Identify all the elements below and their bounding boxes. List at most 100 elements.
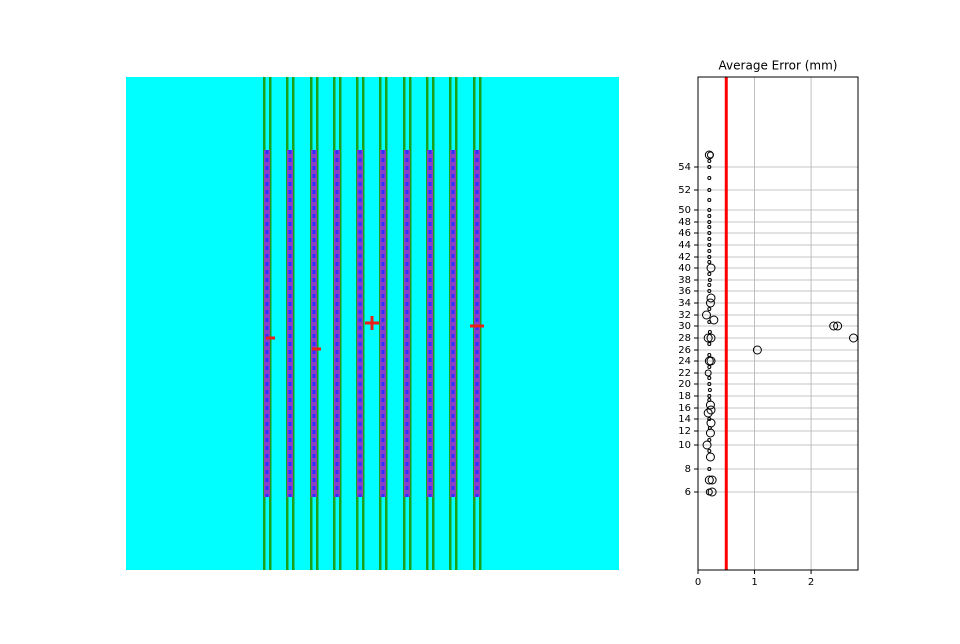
point: [706, 356, 716, 366]
green-line: [432, 77, 435, 570]
point: [707, 307, 712, 311]
y-tick-label: 46: [678, 228, 691, 239]
point: [707, 159, 712, 163]
markers: [266, 316, 484, 351]
green-line: [269, 77, 272, 570]
point: [706, 405, 716, 415]
green-line: [316, 77, 319, 570]
point: [707, 188, 712, 192]
strip: [334, 150, 340, 497]
point: [709, 315, 719, 325]
strip: [264, 150, 270, 497]
y-tick-label: 52: [678, 185, 691, 196]
point: [707, 231, 712, 235]
point: [707, 225, 712, 229]
point: [707, 165, 712, 169]
point: [707, 487, 717, 497]
point: [707, 382, 712, 386]
green-line: [409, 77, 412, 570]
x-tick-label: 0: [695, 577, 701, 588]
y-tick-label: 34: [678, 298, 691, 309]
point: [707, 220, 712, 224]
y-tick-label: 40: [678, 263, 691, 274]
point: [707, 243, 712, 247]
strip: [404, 150, 410, 497]
point: [833, 321, 843, 331]
y-tick-label: 20: [678, 379, 691, 390]
strip: [311, 150, 317, 497]
green-line: [292, 77, 295, 570]
point: [848, 333, 858, 343]
point: [707, 208, 712, 212]
y-tick-label: 42: [678, 252, 691, 263]
green-line: [455, 77, 458, 570]
y-tick-label: 12: [678, 426, 691, 437]
point: [706, 333, 716, 343]
y-tick-label: 16: [678, 403, 691, 414]
point: [707, 330, 712, 334]
y-tick-label: 38: [678, 275, 691, 286]
point: [707, 260, 712, 264]
point: [701, 310, 711, 320]
point: [706, 151, 714, 159]
point: [703, 408, 713, 418]
y-tick-label: 36: [678, 286, 691, 297]
point: [703, 333, 713, 343]
y-tick-label: 28: [678, 333, 691, 344]
point: [707, 417, 712, 421]
point: [706, 263, 716, 273]
point: [707, 198, 712, 202]
point: [707, 272, 712, 276]
green-line: [385, 77, 388, 570]
y-tick-label: 18: [678, 391, 691, 402]
y-tick-label: 54: [678, 162, 691, 173]
x-tick-label: 2: [808, 577, 814, 588]
point: [704, 475, 714, 485]
image-panel: [126, 77, 619, 570]
point: [704, 369, 712, 377]
y-tick-label: 32: [678, 310, 691, 321]
plot-area: [698, 77, 858, 570]
point: [705, 452, 715, 462]
point: [707, 475, 717, 485]
point: [707, 394, 712, 398]
green-line: [362, 77, 365, 570]
y-tick-label: 6: [685, 487, 691, 498]
point: [707, 426, 712, 430]
point: [707, 320, 712, 324]
y-tick-label: 8: [685, 464, 691, 475]
y-tick-label: 22: [678, 368, 691, 379]
point: [707, 449, 712, 453]
y-tick-label: 10: [678, 440, 691, 451]
point: [707, 342, 712, 346]
point: [707, 255, 712, 259]
y-tick-label: 30: [678, 321, 691, 332]
point: [752, 345, 762, 355]
point: [707, 289, 712, 293]
strip: [474, 150, 480, 497]
point: [707, 214, 712, 218]
point: [705, 488, 713, 496]
green-line: [479, 77, 482, 570]
y-tick-label: 50: [678, 205, 691, 216]
point: [702, 440, 712, 450]
strip: [287, 150, 293, 497]
chart-title: Average Error (mm): [719, 59, 838, 73]
strip: [450, 150, 456, 497]
y-tick-label: 26: [678, 345, 691, 356]
y-tick-label: 24: [678, 356, 691, 367]
point: [706, 293, 716, 303]
y-tick-label: 14: [678, 414, 691, 425]
strip: [427, 150, 433, 497]
green-line: [339, 77, 342, 570]
point: [707, 398, 712, 402]
point: [707, 237, 712, 241]
point: [707, 365, 712, 369]
point: [707, 388, 712, 392]
point: [707, 278, 712, 282]
axes-frame: [697, 76, 859, 571]
y-tick-label: 48: [678, 217, 691, 228]
y-tick-label: 44: [678, 240, 691, 251]
point: [707, 353, 712, 357]
